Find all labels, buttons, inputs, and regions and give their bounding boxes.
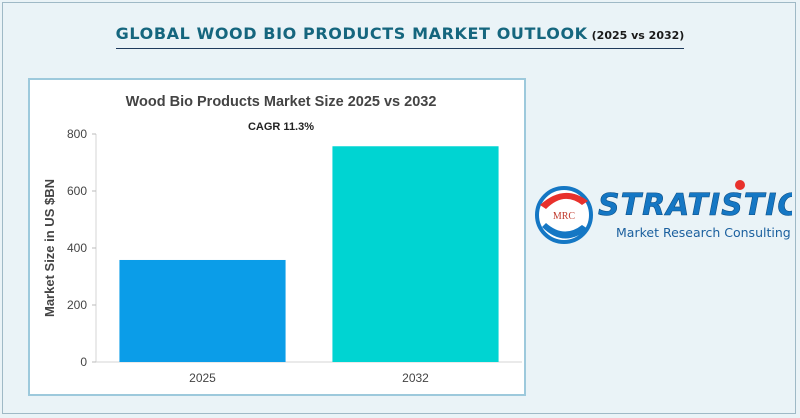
x-tick-label: 2025	[189, 371, 216, 385]
logo-badge: MRC	[553, 211, 576, 222]
page-subtitle: (2025 vs 2032)	[591, 29, 685, 42]
header-title-wrap: GLOBAL WOOD BIO PRODUCTS MARKET OUTLOOK(…	[115, 24, 685, 49]
chart-panel: Wood Bio Products Market Size 2025 vs 20…	[28, 78, 526, 396]
page-title: GLOBAL WOOD BIO PRODUCTS MARKET OUTLOOK	[115, 24, 588, 43]
y-tick-label: 800	[67, 127, 87, 141]
bar-2032	[332, 146, 499, 362]
y-tick-label: 400	[67, 241, 87, 255]
y-tick-label: 200	[67, 298, 87, 312]
logo-graphic: MRC STRATISTICS Market Research Consulti…	[535, 180, 800, 244]
stratistics-logo: MRC STRATISTICS Market Research Consulti…	[532, 175, 800, 255]
logo-arc-red-icon	[540, 192, 588, 209]
logo-tagline: Market Research Consulting	[616, 225, 791, 240]
outer-frame	[2, 2, 796, 414]
bar-chart: Wood Bio Products Market Size 2025 vs 20…	[42, 94, 522, 385]
page-header: GLOBAL WOOD BIO PRODUCTS MARKET OUTLOOK(…	[0, 24, 800, 49]
bar-2025	[119, 259, 286, 362]
cagr-annotation: CAGR 11.3%	[248, 121, 314, 133]
logo-pin-icon	[735, 180, 745, 190]
y-axis-label: Market Size in US $BN	[42, 179, 57, 317]
logo-arc-blue-icon	[542, 223, 588, 239]
y-tick-label: 600	[67, 184, 87, 198]
x-tick-label: 2032	[402, 371, 429, 385]
y-tick-label: 0	[80, 355, 87, 369]
logo-brand: STRATISTICS	[598, 188, 792, 223]
chart-title: Wood Bio Products Market Size 2025 vs 20…	[126, 94, 437, 110]
plot-area: 0 200 400 600 800 2025 2032	[67, 127, 522, 385]
